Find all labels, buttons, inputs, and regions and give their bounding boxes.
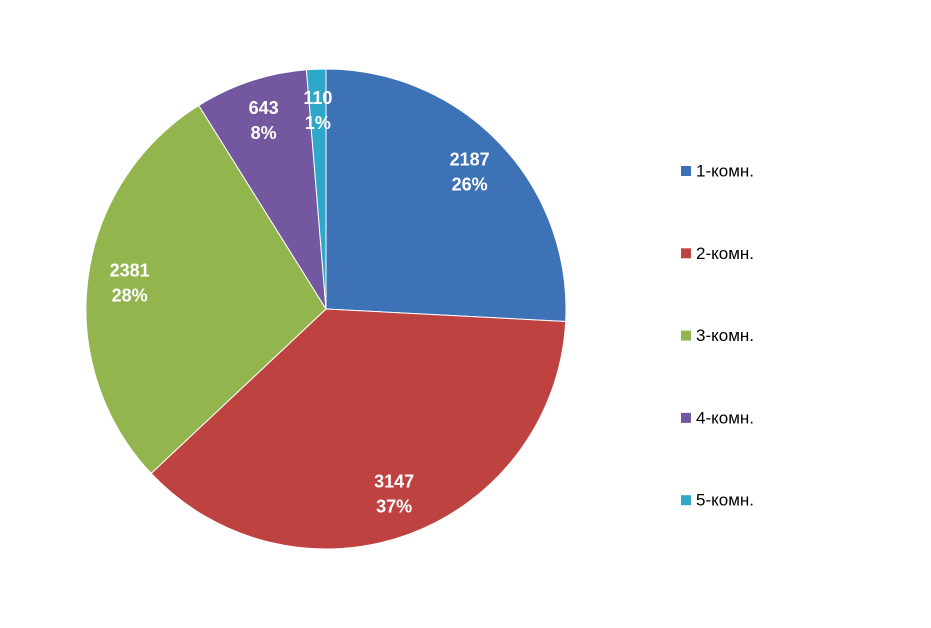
pie-slice xyxy=(150,308,567,550)
legend-label: 5-комн. xyxy=(696,491,754,510)
data-label: 643 xyxy=(249,98,279,118)
legend-label: 2-комн. xyxy=(696,244,754,263)
legend-swatch xyxy=(681,248,691,259)
data-label: 2381 xyxy=(110,260,150,280)
data-label: 3147 xyxy=(374,472,414,492)
percent-label: 28% xyxy=(112,285,148,305)
data-label: 2187 xyxy=(450,149,490,169)
pie-slice xyxy=(85,104,327,475)
legend-swatch xyxy=(681,495,691,506)
pie-slice xyxy=(198,69,327,310)
data-label: 110 xyxy=(303,88,332,108)
percent-label: 26% xyxy=(452,174,488,194)
percent-label: 8% xyxy=(251,123,277,143)
percent-label: 37% xyxy=(376,497,412,517)
legend-swatch xyxy=(681,330,691,341)
legend-label: 4-комн. xyxy=(696,408,754,427)
percent-label: 1% xyxy=(305,113,331,133)
pie-slice xyxy=(305,68,327,310)
legend-label: 1-комн. xyxy=(696,161,754,180)
pie-slice xyxy=(325,68,567,322)
legend-swatch xyxy=(681,166,691,176)
legend-swatch xyxy=(681,412,691,423)
legend-label: 3-комн. xyxy=(696,326,754,345)
